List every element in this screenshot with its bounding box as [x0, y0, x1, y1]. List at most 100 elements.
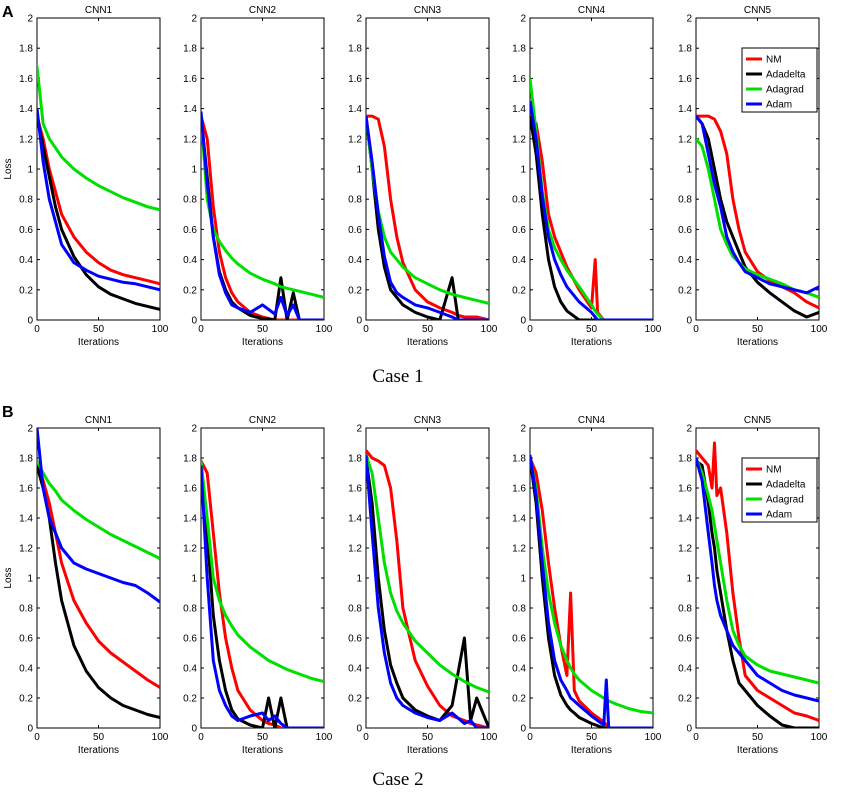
- y-tick-label: 0.2: [19, 694, 33, 705]
- x-tick-label: 100: [645, 732, 662, 743]
- y-tick-label: 0: [356, 724, 362, 735]
- legend-label: Adadelta: [766, 70, 806, 81]
- y-tick-label: 0: [686, 316, 692, 327]
- y-tick-label: 1.6: [678, 484, 692, 495]
- y-tick-label: 1.8: [512, 454, 526, 465]
- y-tick-label: 0.2: [512, 285, 526, 296]
- chart-b-cnn4: 0 0.2 0.4 0.6 0.8 1 1.2 1.4 1.6 1.8 2 0 50 100 CNN4 Ite…: [512, 415, 662, 756]
- y-tick-label: 2: [686, 14, 692, 25]
- series-line-adam: [530, 100, 653, 320]
- y-tick-label: 1: [520, 574, 526, 585]
- x-tick-label: 50: [93, 324, 105, 335]
- series-group: [201, 460, 324, 728]
- y-tick-label: 0: [191, 724, 197, 735]
- panel-letter-b: B: [2, 404, 14, 421]
- series-line-adagrad: [201, 460, 324, 683]
- x-tick-label: 0: [527, 324, 533, 335]
- x-axis-label: Iterations: [78, 337, 119, 348]
- series-group: [696, 114, 819, 319]
- legend-label: Adagrad: [766, 495, 804, 506]
- y-tick-label: 0.6: [183, 225, 197, 236]
- series-group: [37, 428, 160, 719]
- series-line-adam: [366, 454, 489, 728]
- y-tick-label: 0.2: [512, 694, 526, 705]
- x-tick-label: 50: [586, 324, 598, 335]
- series-line-adadelta: [696, 459, 819, 728]
- series-line-adadelta: [530, 457, 653, 728]
- series-line-nm: [530, 457, 653, 728]
- series-line-adadelta: [696, 115, 819, 319]
- y-tick-label: 0: [27, 724, 33, 735]
- y-tick-label: 1.6: [183, 484, 197, 495]
- x-tick-label: 100: [316, 324, 333, 335]
- y-tick-label: 1: [520, 165, 526, 176]
- y-tick-label: 0.6: [19, 225, 33, 236]
- y-tick-label: 0.8: [512, 604, 526, 615]
- y-tick-label: 1.2: [183, 544, 197, 555]
- y-tick-label: 0: [686, 724, 692, 735]
- y-tick-label: 1.6: [19, 484, 33, 495]
- y-tick-label: 1.6: [512, 74, 526, 85]
- y-tick-label: 0.2: [183, 694, 197, 705]
- y-tick-label: 1: [27, 165, 33, 176]
- x-tick-label: 0: [527, 732, 533, 743]
- legend-label: Adam: [766, 100, 792, 111]
- y-tick-label: 0.4: [512, 664, 526, 675]
- legend-label: Adadelta: [766, 480, 806, 491]
- y-tick-label: 1.2: [348, 134, 362, 145]
- legend: NM Adadelta Adagrad Adam: [741, 47, 818, 113]
- x-tick-label: 0: [693, 732, 699, 743]
- y-tick-label: 1.4: [512, 514, 526, 525]
- x-axis-label: Iterations: [242, 337, 283, 348]
- y-tick-label: 2: [520, 14, 526, 25]
- y-tick-label: 0.6: [678, 634, 692, 645]
- series-group: [201, 111, 324, 320]
- series-line-adagrad: [696, 457, 819, 685]
- y-tick-label: 0.6: [348, 634, 362, 645]
- series-line-adadelta: [37, 115, 160, 311]
- y-tick-label: 1.4: [19, 104, 33, 115]
- y-tick-label: 0.4: [183, 664, 197, 675]
- series-line-nm: [37, 464, 160, 689]
- y-tick-label: 1.8: [348, 454, 362, 465]
- x-tick-label: 50: [422, 732, 434, 743]
- chart-a-cnn4: 0 0.2 0.4 0.6 0.8 1 1.2 1.4 1.6 1.8 2 0 50 100 CNN4 Ite…: [512, 5, 662, 348]
- chart-title: CNN1: [85, 5, 113, 16]
- y-tick-label: 1.2: [183, 134, 197, 145]
- y-tick-label: 1.4: [183, 514, 197, 525]
- series-line-adam: [696, 457, 819, 703]
- x-tick-label: 50: [93, 732, 105, 743]
- y-tick-label: 1.8: [678, 44, 692, 55]
- x-tick-label: 50: [752, 324, 764, 335]
- y-tick-label: 0.8: [512, 195, 526, 206]
- x-tick-label: 50: [752, 732, 764, 743]
- x-axis-label: Iterations: [571, 337, 612, 348]
- chart-a-cnn2: 0 0.2 0.4 0.6 0.8 1 1.2 1.4 1.6 1.8 2 0 50 100 CNN2 Ite…: [183, 5, 333, 348]
- chart-a-cnn3: 0 0.2 0.4 0.6 0.8 1 1.2 1.4 1.6 1.8 2 0 50 100 CNN3 Ite…: [348, 5, 498, 348]
- panel-letter-a: A: [2, 4, 14, 21]
- y-tick-label: 0.8: [19, 604, 33, 615]
- chart-title: CNN5: [744, 415, 772, 426]
- y-tick-label: 1.4: [512, 104, 526, 115]
- y-tick-label: 0.6: [678, 225, 692, 236]
- chart-b-cnn5: 0 0.2 0.4 0.6 0.8 1 1.2 1.4 1.6 1.8 2 0 50 100 CNN5 Ite…: [678, 415, 828, 756]
- y-tick-label: 1.8: [183, 454, 197, 465]
- y-tick-label: 2: [27, 424, 33, 435]
- y-tick-label: 0: [356, 316, 362, 327]
- series-line-adam: [37, 428, 160, 604]
- y-tick-label: 0.6: [512, 225, 526, 236]
- y-tick-label: 0.6: [512, 634, 526, 645]
- plot-area: [529, 427, 654, 729]
- series-line-adam: [696, 115, 819, 295]
- y-tick-label: 1: [356, 574, 362, 585]
- chart-title: CNN2: [249, 5, 277, 16]
- series-line-adagrad: [37, 66, 160, 212]
- y-tick-label: 1: [686, 165, 692, 176]
- y-tick-label: 0.8: [348, 604, 362, 615]
- x-axis-label: Iterations: [737, 745, 778, 756]
- x-axis-label: Iterations: [571, 745, 612, 756]
- y-tick-label: 2: [191, 14, 197, 25]
- y-axis-label: Loss: [3, 567, 14, 588]
- series-line-adagrad: [201, 115, 324, 299]
